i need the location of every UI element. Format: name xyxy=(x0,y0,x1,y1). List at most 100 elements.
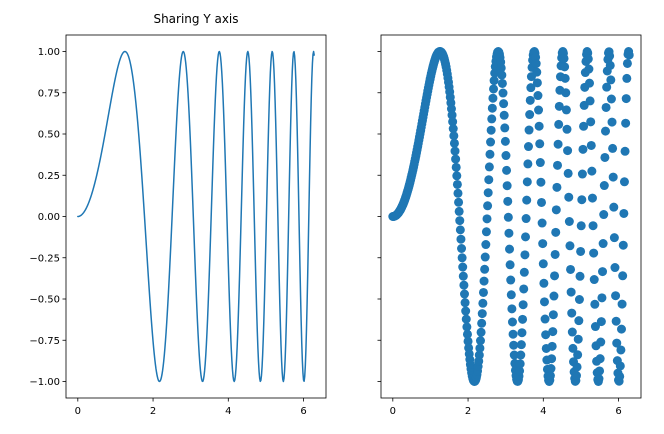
scatter-point xyxy=(496,63,506,73)
scatter-point xyxy=(521,214,531,224)
scatter-point xyxy=(534,105,544,115)
y-tick-label: 0.75 xyxy=(38,88,60,99)
scatter-point xyxy=(583,54,593,64)
x-tick-label: 0 xyxy=(75,406,81,417)
scatter-point xyxy=(451,162,461,172)
scatter-point xyxy=(486,125,496,135)
scatter-point xyxy=(594,374,604,384)
scatter-point xyxy=(596,337,606,347)
scatter-point xyxy=(475,343,485,353)
scatter-point xyxy=(595,366,605,376)
right-scatter-chart: 0 2 4 6 xyxy=(377,34,642,417)
scatter-point xyxy=(563,146,573,156)
scatter-point xyxy=(538,239,548,249)
scatter-point xyxy=(536,177,546,187)
scatter-point xyxy=(515,359,525,369)
scatter-point xyxy=(488,93,498,103)
scatter-point xyxy=(560,62,570,72)
scatter-point xyxy=(567,327,577,337)
scatter-point xyxy=(504,228,514,238)
scatter-point xyxy=(448,124,458,134)
scatter-point xyxy=(553,139,563,149)
scatter-point xyxy=(484,162,494,172)
scatter-point xyxy=(589,275,599,285)
scatter-point xyxy=(547,341,557,351)
scatter-point xyxy=(599,210,609,220)
right-series-group xyxy=(388,47,634,386)
scatter-point xyxy=(550,249,560,259)
scatter-point xyxy=(601,102,611,112)
scatter-point xyxy=(575,271,585,281)
scatter-point xyxy=(519,267,529,277)
scatter-point xyxy=(568,343,578,353)
scatter-point xyxy=(462,322,472,332)
scatter-point xyxy=(595,354,605,364)
scatter-point xyxy=(560,73,570,83)
scatter-point xyxy=(502,181,512,191)
scatter-point xyxy=(503,212,513,222)
scatter-point xyxy=(522,195,532,205)
scatter-point xyxy=(489,76,499,86)
scatter-point xyxy=(554,101,564,111)
scatter-point xyxy=(602,82,612,92)
scatter-point xyxy=(478,287,488,297)
scatter-point xyxy=(576,221,586,231)
x-tick-label: 4 xyxy=(540,406,546,417)
scatter-point xyxy=(497,70,507,80)
scatter-point xyxy=(501,151,511,161)
y-tick-label: −0.25 xyxy=(29,253,60,264)
scatter-point xyxy=(505,260,515,270)
left-line-chart: Sharing Y axis 0 2 4 6 −1.00 −0.75 −0.50 −0.25… xyxy=(29,12,327,417)
scatter-point xyxy=(576,246,586,256)
scatter-point xyxy=(534,121,544,131)
left-axes-frame xyxy=(65,34,327,399)
scatter-point xyxy=(551,227,561,237)
scatter-point xyxy=(598,239,608,249)
scatter-point xyxy=(565,241,575,251)
scatter-point xyxy=(482,214,492,224)
scatter-point xyxy=(500,123,510,133)
scatter-point xyxy=(525,95,535,105)
y-tick-label: −0.75 xyxy=(29,336,60,347)
scatter-point xyxy=(545,371,555,381)
y-tick-label: 0.00 xyxy=(38,212,60,223)
x-tick-label: 2 xyxy=(150,406,156,417)
scatter-point xyxy=(477,318,487,328)
left-series-group xyxy=(77,50,315,383)
left-y-ticks: −1.00 −0.75 −0.50 −0.25 0.00 0.25 0.50 0.75 1.00 xyxy=(29,47,66,388)
scatter-point xyxy=(540,314,550,324)
scatter-point xyxy=(526,83,536,93)
scatter-point xyxy=(547,354,557,364)
scatter-point xyxy=(449,131,459,141)
scatter-point xyxy=(561,105,571,115)
scatter-point xyxy=(458,271,468,281)
scatter-point xyxy=(499,110,509,120)
scatter-point xyxy=(559,53,569,63)
scatter-point xyxy=(611,316,621,326)
scatter-point xyxy=(611,291,621,301)
scatter-point xyxy=(620,146,630,156)
scatter-point xyxy=(481,240,491,250)
scatter-point xyxy=(538,259,548,269)
x-tick-label: 0 xyxy=(390,406,396,417)
scatter-point xyxy=(507,317,517,327)
scatter-point xyxy=(490,68,500,78)
scatter-point xyxy=(607,117,617,127)
scatter-point xyxy=(606,94,616,104)
scatter-point xyxy=(587,166,597,176)
scatter-point xyxy=(621,94,631,104)
scatter-point xyxy=(612,338,622,348)
scatter-point xyxy=(577,195,587,205)
scatter-point xyxy=(537,197,547,207)
scatter-point xyxy=(477,309,487,319)
scatter-point xyxy=(484,175,494,185)
scatter-point xyxy=(539,297,549,307)
scatter-point xyxy=(460,298,470,308)
scatter-point xyxy=(475,336,485,346)
scatter-point xyxy=(452,179,462,189)
scatter-point xyxy=(476,327,486,337)
scatter-point xyxy=(487,114,497,124)
scatter-point xyxy=(574,295,584,304)
scatter-point xyxy=(564,192,574,202)
scatter-point xyxy=(451,154,461,164)
